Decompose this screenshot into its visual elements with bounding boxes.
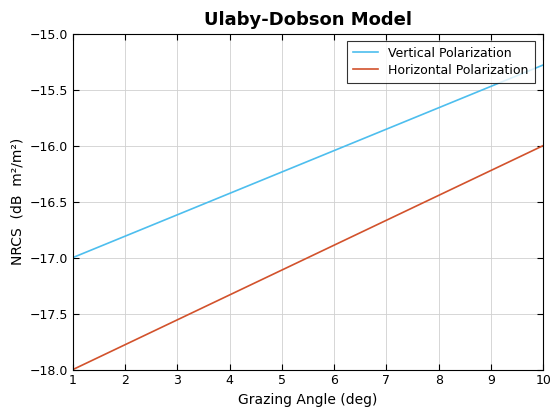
Horizontal Polarization bbox=[529, 148, 535, 153]
Horizontal Polarization bbox=[324, 246, 331, 251]
Legend: Vertical Polarization, Horizontal Polarization: Vertical Polarization, Horizontal Polari… bbox=[347, 41, 535, 83]
Vertical Polarization bbox=[296, 163, 302, 168]
Vertical Polarization bbox=[293, 163, 300, 168]
Horizontal Polarization bbox=[540, 143, 547, 148]
Vertical Polarization bbox=[540, 63, 547, 68]
X-axis label: Grazing Angle (deg): Grazing Angle (deg) bbox=[239, 393, 377, 407]
Y-axis label: NRCS  (dB  m²/m²): NRCS (dB m²/m²) bbox=[10, 138, 24, 265]
Line: Horizontal Polarization: Horizontal Polarization bbox=[73, 146, 543, 370]
Horizontal Polarization bbox=[293, 261, 300, 266]
Horizontal Polarization bbox=[349, 234, 356, 239]
Horizontal Polarization bbox=[455, 184, 461, 189]
Vertical Polarization bbox=[455, 97, 461, 102]
Vertical Polarization bbox=[69, 255, 76, 260]
Horizontal Polarization bbox=[296, 259, 302, 264]
Vertical Polarization bbox=[324, 151, 331, 156]
Horizontal Polarization bbox=[69, 367, 76, 372]
Vertical Polarization bbox=[529, 67, 535, 72]
Vertical Polarization bbox=[349, 140, 356, 145]
Line: Vertical Polarization: Vertical Polarization bbox=[73, 65, 543, 257]
Title: Ulaby-Dobson Model: Ulaby-Dobson Model bbox=[204, 11, 412, 29]
